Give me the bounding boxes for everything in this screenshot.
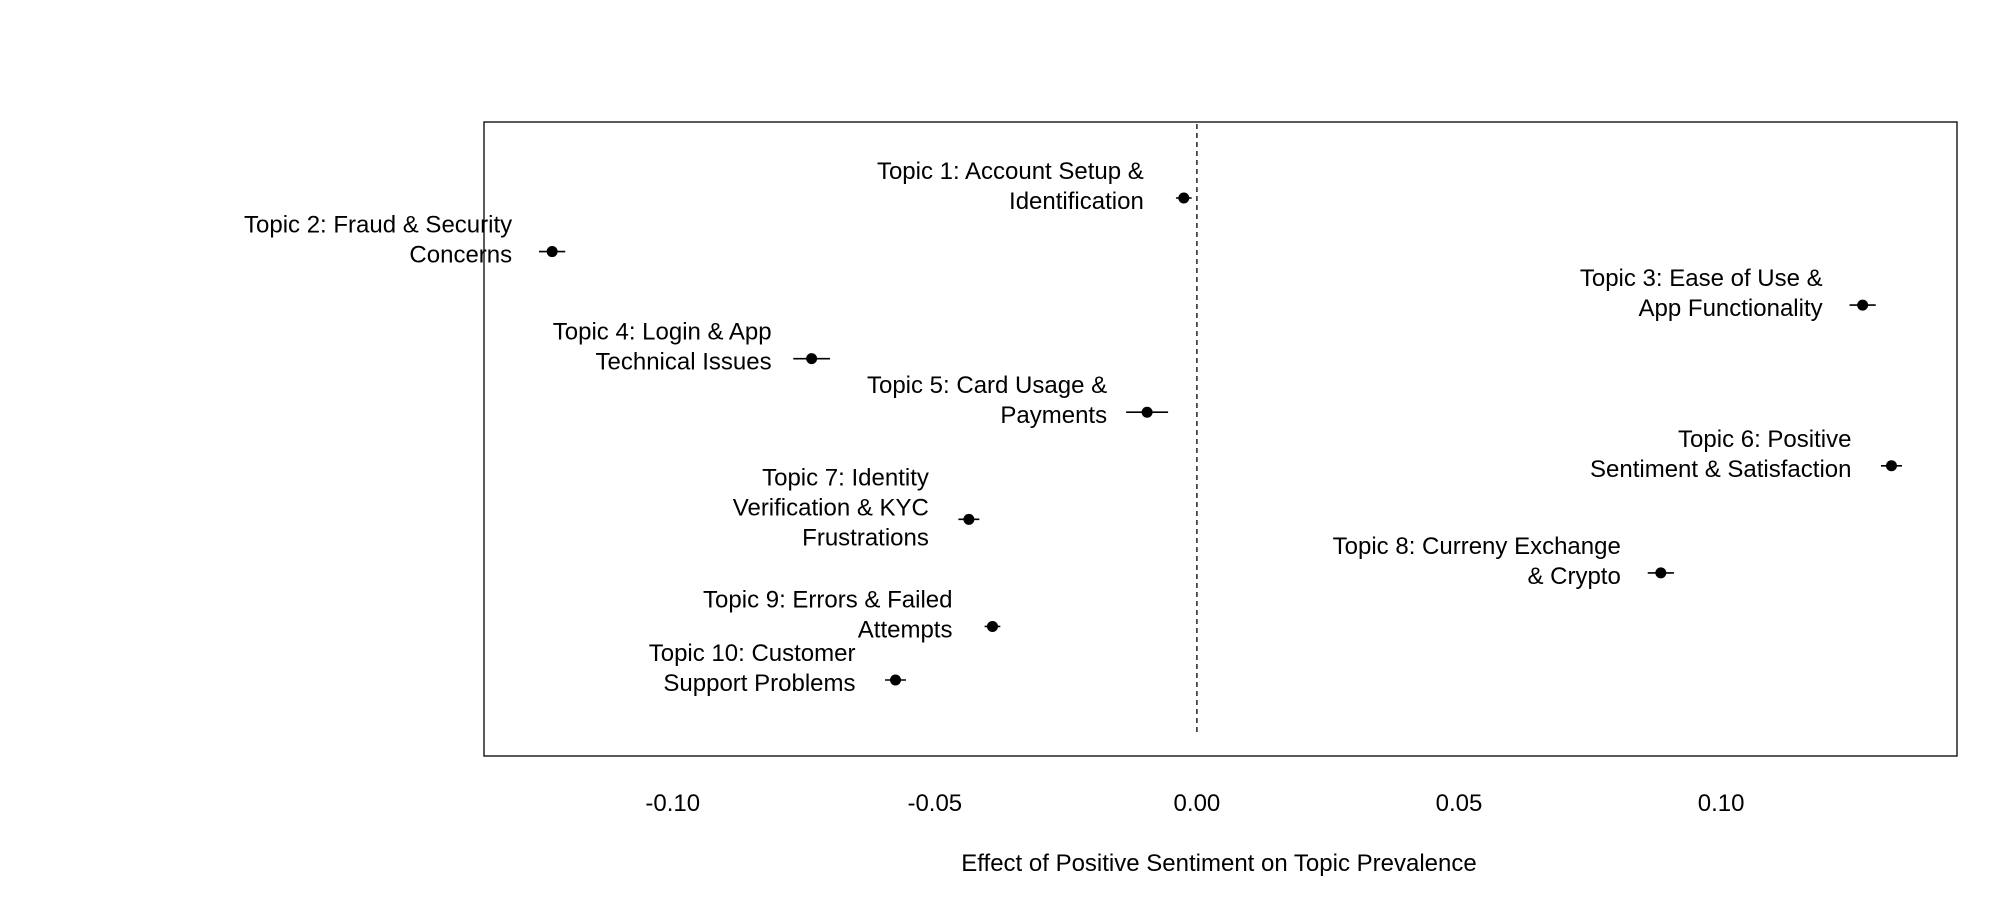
x-tick-label: 0.00 [1174, 790, 1221, 817]
topic-estimate: Topic 3: Ease of Use & App Functionality [1580, 265, 1876, 322]
point-estimate [1857, 299, 1869, 311]
topic-label: Topic 7: Identity [762, 464, 929, 491]
topic-label: Identification [1009, 188, 1144, 215]
topic-label: Technical Issues [596, 349, 772, 376]
topic-label: Topic 3: Ease of Use & [1580, 265, 1823, 292]
point-estimate [806, 353, 818, 365]
topic-label: Topic 5: Card Usage & [867, 372, 1107, 399]
point-estimate [546, 246, 558, 258]
topic-estimate: Topic 10: Customer Support Problems [649, 640, 906, 697]
topic-label: Verification & KYC [733, 494, 929, 521]
x-axis-ticks: -0.10 -0.05 0.00 0.05 0.10 [645, 790, 1744, 817]
topic-label: Topic 1: Account Setup & [877, 158, 1144, 185]
topic-estimate: Topic 5: Card Usage & Payments [867, 372, 1169, 429]
point-estimate [986, 620, 998, 632]
x-tick-label: -0.10 [645, 790, 700, 817]
topic-estimate: Topic 8: Curreny Exchange & Crypto [1333, 533, 1674, 590]
point-estimate [1655, 567, 1667, 579]
topic-label: Frustrations [802, 524, 929, 551]
topic-label: Concerns [409, 242, 512, 269]
topic-label: Topic 8: Curreny Exchange [1333, 533, 1621, 560]
point-estimate [963, 513, 975, 525]
point-estimate [1885, 460, 1897, 472]
topic-label: Topic 2: Fraud & Security [244, 212, 512, 239]
plot-frame [483, 121, 1958, 757]
topic-estimate: Topic 2: Fraud & Security Concerns [244, 212, 566, 269]
topic-label: Payments [1000, 402, 1107, 429]
topic-label: Topic 6: Positive [1678, 426, 1851, 453]
x-tick-label: 0.05 [1436, 790, 1483, 817]
topic-label: Topic 9: Errors & Failed [703, 586, 952, 613]
topic-label: Support Problems [663, 670, 855, 697]
topic-estimate: Topic 7: Identity Verification & KYC Frust… [733, 464, 980, 551]
topic-estimate: Topic 4: Login & App Technical Issues [553, 319, 830, 376]
topic-estimate: Topic 9: Errors & Failed Attempts [703, 586, 1001, 643]
topic-label: & Crypto [1527, 563, 1620, 590]
x-axis-label: Effect of Positive Sentiment on Topic Pr… [961, 850, 1476, 877]
topic-estimate: Topic 1: Account Setup & Identification [877, 158, 1192, 215]
point-estimate [1141, 406, 1153, 418]
point-estimate [889, 674, 901, 686]
topic-label: Topic 10: Customer [649, 640, 856, 667]
topic-label: App Functionality [1639, 295, 1823, 322]
topic-label: Topic 4: Login & App [553, 319, 772, 346]
topic-estimate: Topic 6: Positive Sentiment & Satisfactio… [1590, 426, 1902, 483]
x-tick-label: -0.05 [907, 790, 962, 817]
data-points: Topic 1: Account Setup &IdentificationTo… [244, 158, 1902, 697]
topic-label: Sentiment & Satisfaction [1590, 456, 1851, 483]
x-tick-label: 0.10 [1698, 790, 1745, 817]
topic-label: Attempts [858, 616, 953, 643]
point-estimate [1178, 192, 1190, 204]
